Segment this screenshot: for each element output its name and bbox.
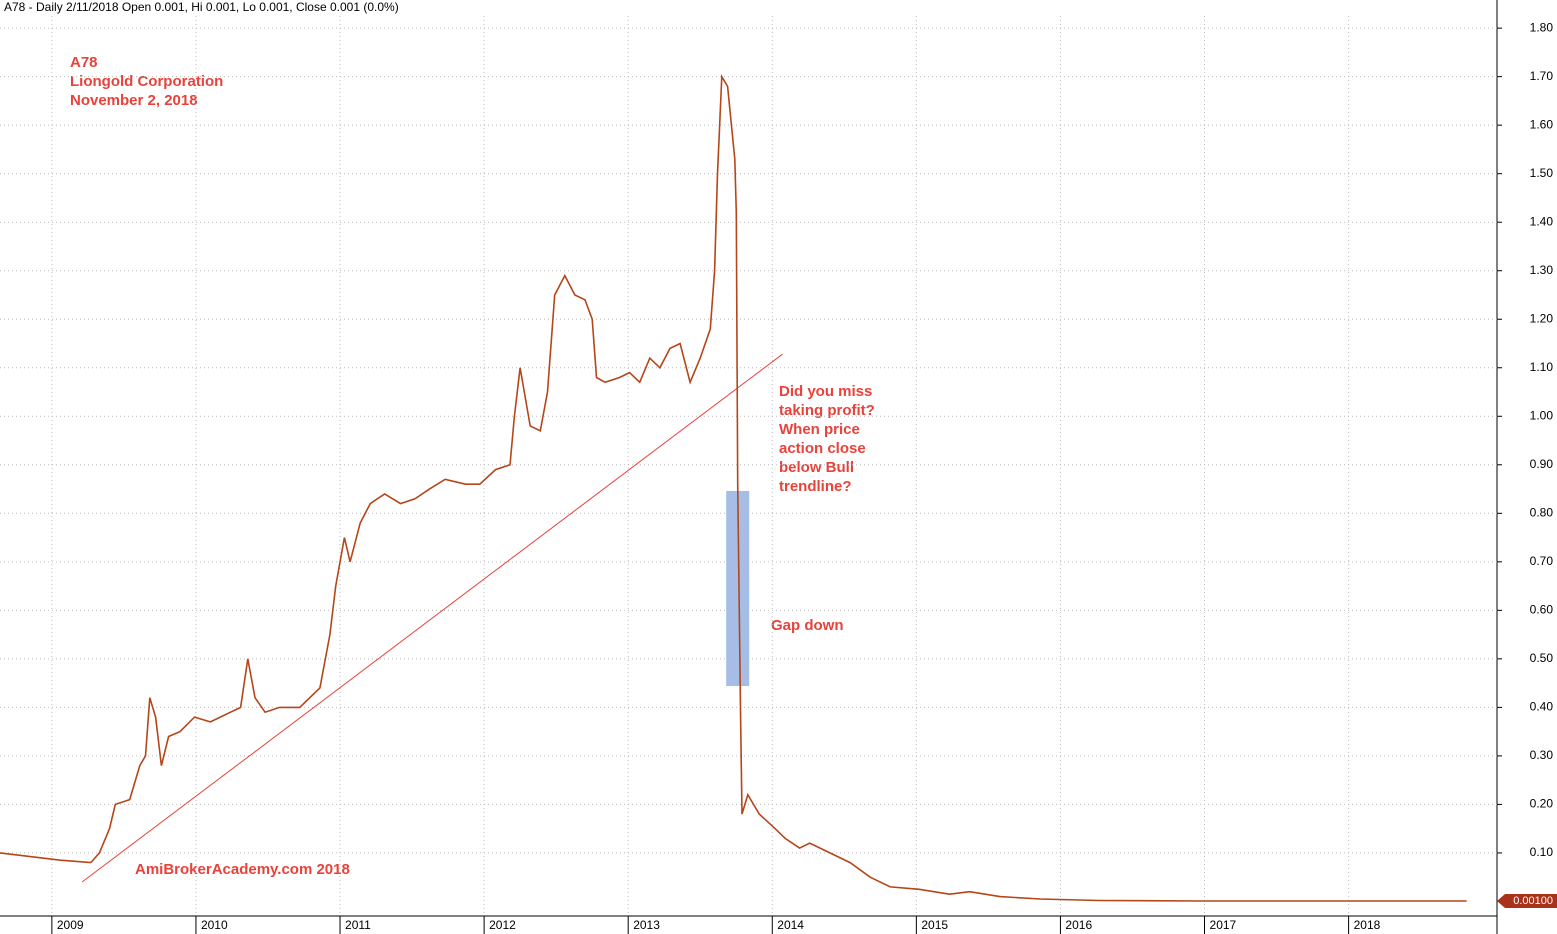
x-tick-label: 2011 bbox=[345, 918, 371, 932]
y-tick-label: 0.50 bbox=[1530, 651, 1554, 665]
trendline bbox=[81, 353, 783, 883]
annotation: November 2, 2018 bbox=[70, 92, 198, 109]
y-tick-label: 1.50 bbox=[1530, 166, 1554, 180]
x-tick-label: 2012 bbox=[489, 918, 516, 932]
x-tick-label: 2016 bbox=[1065, 918, 1092, 932]
x-tick-label: 2014 bbox=[777, 918, 804, 932]
annotation: below Bull bbox=[779, 459, 854, 476]
x-tick-label: 2015 bbox=[921, 918, 948, 932]
annotation: trendline? bbox=[779, 478, 852, 495]
x-tick-label: 2009 bbox=[57, 918, 84, 932]
y-tick-label: 1.30 bbox=[1530, 263, 1554, 277]
y-tick-label: 0.60 bbox=[1530, 603, 1554, 617]
y-tick-label: 0.80 bbox=[1530, 505, 1554, 519]
x-tick-label: 2017 bbox=[1210, 918, 1237, 932]
y-tick-label: 1.20 bbox=[1530, 311, 1554, 325]
annotation: Liongold Corporation bbox=[70, 73, 223, 90]
annotation: When price bbox=[779, 421, 860, 438]
annotation: A78 bbox=[70, 54, 98, 71]
gap-box bbox=[726, 490, 750, 687]
x-tick-label: 2010 bbox=[201, 918, 228, 932]
watermark: AmiBrokerAcademy.com 2018 bbox=[135, 861, 350, 878]
y-tick-label: 1.10 bbox=[1530, 360, 1554, 374]
chart-title: A78 - Daily 2/11/2018 Open 0.001, Hi 0.0… bbox=[4, 0, 399, 14]
y-tick-label: 1.00 bbox=[1530, 408, 1554, 422]
price-line bbox=[0, 74, 1467, 902]
last-price-tag bbox=[1497, 893, 1557, 908]
y-tick-label: 0.10 bbox=[1530, 845, 1554, 859]
x-tick-label: 2018 bbox=[1354, 918, 1381, 932]
y-tick-label: 0.70 bbox=[1530, 554, 1554, 568]
y-tick-label: 0.30 bbox=[1530, 748, 1554, 762]
y-tick-label: 1.70 bbox=[1530, 69, 1554, 83]
y-tick-label: 1.80 bbox=[1530, 20, 1554, 34]
y-tick-label: 0.20 bbox=[1530, 797, 1554, 811]
y-tick-label: 1.40 bbox=[1530, 214, 1554, 228]
annotation: action close bbox=[779, 440, 866, 457]
annotation: Did you miss bbox=[779, 383, 872, 400]
annotation: Gap down bbox=[771, 617, 844, 634]
y-tick-label: 1.60 bbox=[1530, 117, 1554, 131]
last-price-label: 0.00100 bbox=[1513, 895, 1553, 907]
y-tick-label: 0.90 bbox=[1530, 457, 1554, 471]
y-tick-label: 0.40 bbox=[1530, 700, 1554, 714]
annotation: taking profit? bbox=[779, 402, 875, 419]
x-tick-label: 2013 bbox=[633, 918, 660, 932]
